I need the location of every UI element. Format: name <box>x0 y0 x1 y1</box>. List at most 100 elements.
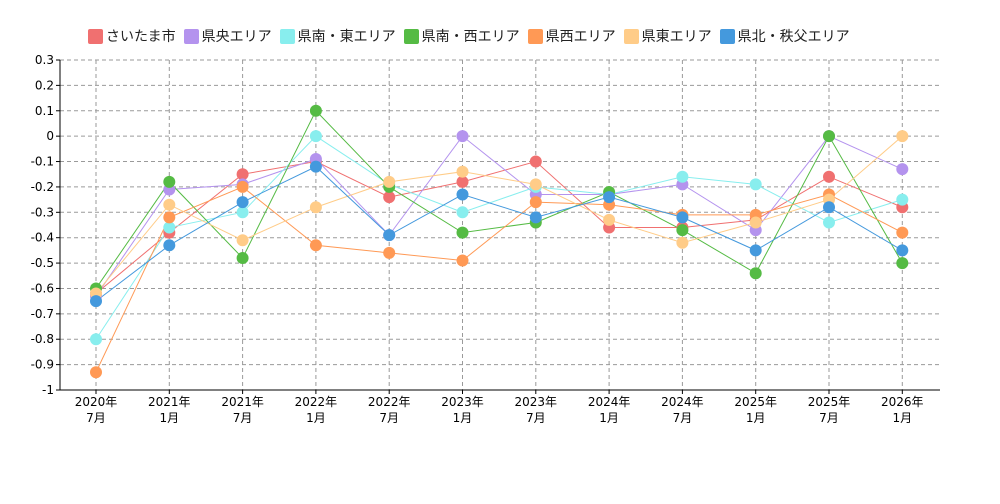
series-line-0 <box>95 160 903 294</box>
data-point-4 <box>456 254 469 267</box>
data-point-4 <box>309 239 322 252</box>
series-line-6 <box>95 166 903 302</box>
data-point-5 <box>163 198 176 211</box>
data-point-6 <box>823 201 835 214</box>
legend-label: 県西エリア <box>545 29 616 45</box>
x-tick-label-year: 2026年 <box>881 395 924 409</box>
data-point-5 <box>896 130 909 143</box>
data-point-0 <box>823 170 835 183</box>
data-point-4 <box>90 366 102 379</box>
legend-item[interactable]: 県東エリア <box>623 26 712 46</box>
data-point-3 <box>676 224 689 237</box>
x-tick-label-year: 2025年 <box>734 395 777 409</box>
data-point-0 <box>236 168 249 181</box>
data-point-2 <box>236 206 249 219</box>
data-point-5 <box>309 201 322 214</box>
legend-label: 県南・西エリア <box>421 29 520 45</box>
data-point-6 <box>163 239 176 252</box>
legend-swatch <box>719 28 735 44</box>
legend-item[interactable]: 県南・東エリア <box>279 26 396 46</box>
x-tick-label-month: 7月 <box>233 411 253 425</box>
data-point-2 <box>456 206 469 219</box>
data-point-6 <box>90 295 102 308</box>
data-point-0 <box>383 191 396 204</box>
x-tick-label-month: 7月 <box>673 411 693 425</box>
x-tick-label-year: 2021年 <box>148 395 191 409</box>
data-point-6 <box>309 160 322 173</box>
y-tick-label: 0 <box>46 129 54 143</box>
x-tick-label-year: 2024年 <box>588 395 631 409</box>
legend-label: 県南・東エリア <box>297 29 396 45</box>
data-point-5 <box>603 213 616 226</box>
legend-label: 県北・秩父エリア <box>737 29 850 45</box>
x-tick-label-month: 1月 <box>453 411 473 425</box>
data-point-6 <box>529 211 542 224</box>
data-point-3 <box>456 226 469 239</box>
x-tick-label-year: 2023年 <box>441 395 484 409</box>
data-point-0 <box>529 155 542 168</box>
legend-swatch <box>88 28 103 44</box>
data-point-4 <box>236 180 249 193</box>
x-tick-label-year: 2024年 <box>661 395 704 409</box>
x-tick-label-year: 2025年 <box>808 395 851 409</box>
legend-label: さいたま市 <box>106 29 176 45</box>
y-tick-label: -0.2 <box>31 180 54 194</box>
data-point-0 <box>456 175 469 188</box>
y-tick-label: 0.3 <box>35 53 54 67</box>
x-tick-label-month: 7月 <box>86 411 106 425</box>
data-point-2 <box>823 216 835 229</box>
legend-swatch <box>527 28 543 44</box>
x-tick-label-month: 7月 <box>379 411 399 425</box>
x-tick-label-month: 7月 <box>526 411 546 425</box>
data-point-3 <box>749 267 762 280</box>
data-point-2 <box>749 178 762 191</box>
data-point-6 <box>236 196 249 209</box>
series-line-2 <box>95 135 903 340</box>
data-point-3 <box>163 175 176 188</box>
x-tick-label-month: 1月 <box>892 411 912 425</box>
data-point-5 <box>383 175 396 188</box>
legend-swatch <box>183 28 199 44</box>
legend-item[interactable]: さいたま市 <box>88 26 176 46</box>
data-point-6 <box>896 244 909 257</box>
data-point-5 <box>456 165 469 178</box>
x-tick-label-month: 7月 <box>819 411 839 425</box>
legend-item[interactable]: 県西エリア <box>527 26 616 46</box>
series-line-3 <box>95 109 903 289</box>
data-point-4 <box>529 196 542 209</box>
legend-item[interactable]: 県南・西エリア <box>403 26 520 46</box>
series-line-4 <box>95 186 903 373</box>
legend-swatch <box>623 28 639 44</box>
x-tick-label-month: 1月 <box>746 411 766 425</box>
legend-label: 県東エリア <box>641 29 712 45</box>
data-point-4 <box>163 211 176 224</box>
data-point-3 <box>236 252 249 264</box>
data-point-4 <box>383 246 396 259</box>
legend: さいたま市 県央エリア 県南・東エリア 県南・西エリア 県西エリア 県東エリア 県北・秩父エ… <box>88 26 850 46</box>
data-point-2 <box>163 221 176 234</box>
legend-item[interactable]: 県北・秩父エリア <box>719 26 850 46</box>
data-point-6 <box>383 229 396 242</box>
y-tick-label: -0.1 <box>31 155 54 169</box>
data-point-2 <box>309 130 322 143</box>
legend-item[interactable]: 県央エリア <box>183 26 272 46</box>
data-point-3 <box>896 257 909 270</box>
x-tick-label-year: 2022年 <box>368 395 411 409</box>
x-tick-label-month: 1月 <box>159 411 179 425</box>
y-tick-label: -0.7 <box>31 307 54 321</box>
data-point-2 <box>896 193 909 206</box>
y-tick-label: -0.4 <box>31 231 54 245</box>
data-point-1 <box>456 130 469 143</box>
legend-label: 県央エリア <box>201 29 272 45</box>
x-tick-label-year: 2022年 <box>295 395 338 409</box>
x-tick-label-year: 2020年 <box>75 395 118 409</box>
data-point-3 <box>823 130 835 143</box>
y-tick-label: -0.5 <box>31 256 54 270</box>
x-tick-label-month: 1月 <box>306 411 326 425</box>
y-tick-label: -0.3 <box>31 205 54 219</box>
x-tick-label-year: 2021年 <box>221 395 264 409</box>
legend-swatch <box>279 28 295 44</box>
x-tick-label-year: 2023年 <box>515 395 558 409</box>
